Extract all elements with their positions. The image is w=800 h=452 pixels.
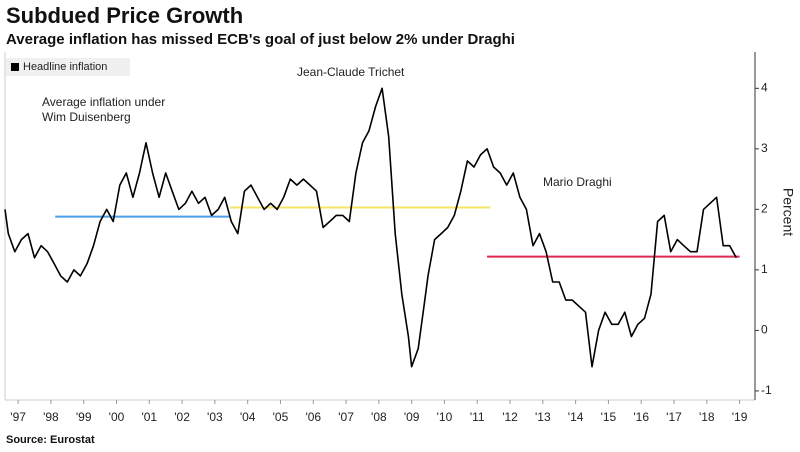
x-tick-label: '07 [338, 410, 354, 424]
x-tick-label: '03 [207, 410, 223, 424]
x-tick-label: '09 [404, 410, 420, 424]
x-tick-label: '17 [666, 410, 682, 424]
line-series [4, 87, 738, 368]
y-tick-label: 1 [761, 262, 768, 276]
x-tick-label: '15 [601, 410, 617, 424]
x-tick-label: '14 [568, 410, 584, 424]
y-tick-label: 3 [761, 141, 768, 155]
x-tick-label: '01 [141, 410, 157, 424]
chart-subtitle: Average inflation has missed ECB's goal … [6, 31, 515, 48]
y-tick-label: -1 [761, 383, 772, 397]
x-tick-label: '97 [10, 410, 26, 424]
x-tick-label: '99 [76, 410, 92, 424]
x-tick-label: '08 [371, 410, 387, 424]
x-tick-label: '10 [437, 410, 453, 424]
x-tick-label: '13 [535, 410, 551, 424]
x-tick-label: '12 [502, 410, 518, 424]
y-tick-label: 0 [761, 323, 768, 337]
x-tick-label: '05 [273, 410, 289, 424]
annotation: Wim Duisenberg [42, 110, 131, 124]
legend-box [6, 58, 130, 76]
y-axis-label: Percent [780, 188, 796, 236]
x-tick-label: '11 [470, 410, 485, 424]
annotation: Average inflation under [42, 95, 165, 109]
x-tick-label: '19 [732, 410, 748, 424]
x-tick-label: '06 [305, 410, 321, 424]
y-tick-label: 2 [761, 202, 768, 216]
source: Source: Eurostat [6, 434, 95, 446]
x-tick-label: '98 [43, 410, 59, 424]
y-tick-label: 4 [761, 80, 768, 94]
x-tick-label: '18 [699, 410, 715, 424]
annotation: Jean-Claude Trichet [297, 65, 405, 79]
x-tick-label: '16 [633, 410, 649, 424]
annotation: Mario Draghi [543, 175, 612, 189]
x-tick-label: '04 [240, 410, 256, 424]
legend-swatch [11, 63, 19, 71]
chart-title: Subdued Price Growth [6, 3, 243, 28]
legend-label: Headline inflation [23, 61, 107, 73]
x-tick-label: '02 [174, 410, 190, 424]
x-tick-label: '00 [109, 410, 125, 424]
